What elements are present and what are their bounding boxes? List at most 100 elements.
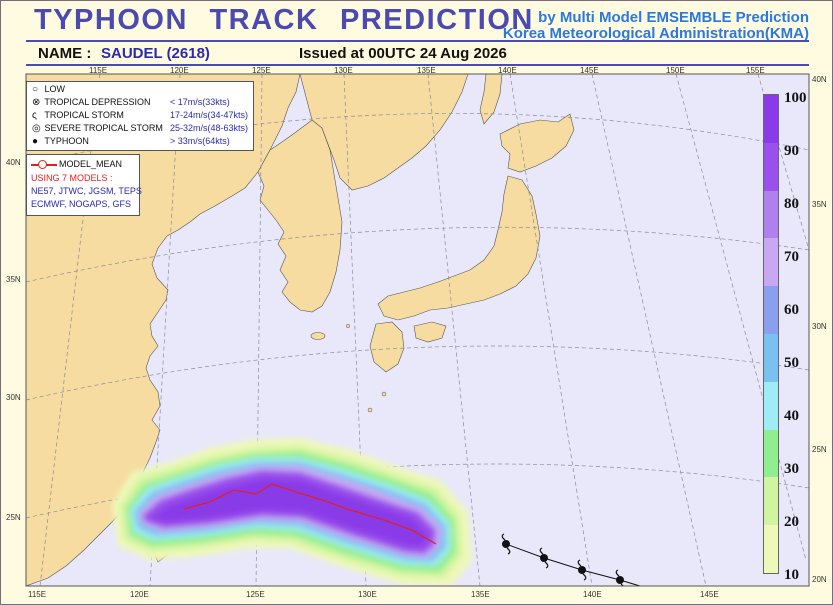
bottom-lon-labels: 115E 120E 125E 130E 135E 140E 145E	[28, 590, 719, 599]
colorbar-segment	[764, 95, 778, 143]
colorbar-segment	[764, 142, 778, 191]
low-icon: ○	[32, 84, 39, 95]
lat-label: 35N	[812, 200, 827, 209]
left-lat-labels: 40N 35N 30N 25N	[6, 158, 21, 522]
lon-label: 125E	[252, 66, 271, 75]
kyushu	[369, 321, 405, 373]
model-mean-track	[183, 483, 437, 545]
colorbar-label: 20	[784, 514, 799, 530]
intensity-legend: ○ LOW ⊗ TROPICAL DEPRESSION < 17m/s(33kt…	[26, 81, 254, 151]
small-island	[345, 323, 351, 329]
lon-label: 125E	[246, 590, 265, 599]
lat-label: 25N	[812, 445, 827, 454]
colorbar-label: 100	[784, 90, 807, 106]
lon-label: 140E	[498, 66, 517, 75]
lon-label: 140E	[583, 590, 602, 599]
legend-row-sts: ◎ SEVERE TROPICAL STORM 25-32m/s(48-63kt…	[32, 123, 248, 135]
models-list-2: ECMWF, NOGAPS, GFS	[31, 199, 132, 209]
ryukyu-island	[367, 407, 373, 413]
legend-value: 25-32m/s(48-63kts)	[170, 123, 249, 133]
legend-row-ty: ● TYPHOON > 33m/s(64kts)	[32, 136, 230, 148]
honshu	[377, 175, 541, 321]
lon-label: 145E	[700, 590, 719, 599]
colorbar-label: 30	[784, 461, 799, 477]
colorbar-label: 80	[784, 196, 799, 212]
russia-far-east	[299, 74, 469, 191]
lat-label: 40N	[812, 75, 827, 84]
colorbar-label: 60	[784, 302, 799, 318]
models-list-1: NE57, JTWC, JGSM, TEPS	[31, 186, 142, 196]
legend-value: 17-24m/s(34-47kts)	[170, 110, 249, 120]
model-mean-marker-icon	[38, 160, 47, 169]
colorbar-segment	[764, 286, 778, 334]
lat-label: 35N	[6, 275, 21, 284]
byline-agency: Korea Meteorological Administration(KMA)	[502, 25, 809, 42]
legend-name: TROPICAL DEPRESSION	[44, 97, 151, 107]
top-lon-labels: 115E 120E 125E 130E 135E 140E 145E 150E …	[89, 66, 765, 75]
byline: by Multi Model EMSEMBLE Prediction Korea…	[503, 10, 809, 42]
lon-label: 150E	[666, 66, 685, 75]
legend-row-td: ⊗ TROPICAL DEPRESSION < 17m/s(33kts)	[32, 97, 230, 109]
typhoon-symbol	[539, 547, 549, 569]
lat-label: 40N	[6, 158, 21, 167]
colorbar-segment	[764, 190, 778, 239]
colorbar-segment	[764, 238, 778, 287]
hokkaido	[499, 113, 575, 173]
lat-label: 30N	[6, 393, 21, 402]
model-mean-label: MODEL_MEAN	[59, 159, 123, 169]
legend-name: LOW	[44, 84, 66, 94]
legend-value: < 17m/s(33kts)	[170, 97, 230, 107]
legend-name: TROPICAL STORM	[44, 110, 124, 120]
map-border	[25, 73, 810, 587]
typhoon-symbol	[615, 569, 624, 586]
legend-name: TYPHOON	[44, 136, 89, 146]
colorbar-segment	[764, 477, 778, 526]
tropical-depression-icon: ⊗	[32, 97, 41, 108]
legend-row-low: ○ LOW	[32, 84, 65, 96]
jeju-island	[310, 332, 326, 340]
colorbar-label: 90	[784, 143, 799, 159]
lon-label: 135E	[417, 66, 436, 75]
lon-label: 115E	[28, 590, 46, 599]
ryukyu-island	[381, 391, 387, 397]
best-track-symbols	[501, 533, 641, 586]
models-count: USING 7 MODELS :	[31, 173, 113, 183]
lat-label: 30N	[812, 322, 827, 331]
lon-label: 115E	[89, 66, 107, 75]
models-legend: MODEL_MEAN USING 7 MODELS : NE57, JTWC, …	[26, 154, 142, 216]
typhoon-name: SAUDEL (2618)	[101, 45, 210, 62]
issued-time: Issued at 00UTC 24 Aug 2026	[299, 45, 507, 62]
lat-label: 25N	[6, 513, 21, 522]
typhoon-symbol	[501, 533, 511, 555]
lat-label: 20N	[812, 575, 827, 584]
colorbar-label: 50	[784, 355, 799, 371]
shikoku	[413, 321, 447, 343]
colorbar-segment	[764, 381, 778, 430]
sakhalin	[479, 74, 503, 125]
lon-label: 135E	[471, 590, 490, 599]
lon-label: 155E	[746, 66, 765, 75]
page-title: TYPHOON TRACK PREDICTION	[34, 4, 534, 36]
legend-row-ts: ς TROPICAL STORM 17-24m/s(34-47kts)	[32, 110, 248, 122]
colorbar-segment	[764, 429, 778, 478]
tropical-storm-icon: ς	[32, 110, 37, 121]
severe-tropical-storm-icon: ◎	[32, 123, 41, 134]
lon-label: 145E	[580, 66, 599, 75]
colorbar-label: 10	[784, 567, 799, 583]
lon-label: 130E	[334, 66, 353, 75]
probability-swath	[112, 438, 472, 586]
legend-name: SEVERE TROPICAL STORM	[44, 123, 163, 133]
header-rule-bottom	[26, 64, 809, 66]
lon-label: 120E	[130, 590, 149, 599]
lon-label: 130E	[358, 590, 377, 599]
header-rule	[26, 40, 809, 42]
right-lat-labels: 40N 35N 30N 25N 20N	[812, 75, 827, 584]
typhoon-symbol	[577, 559, 587, 581]
lon-label: 120E	[170, 66, 189, 75]
probability-colorbar	[763, 94, 779, 574]
colorbar-label: 40	[784, 408, 799, 424]
colorbar-label: 70	[784, 249, 799, 265]
name-label: NAME :	[38, 45, 92, 62]
colorbar-segment	[764, 334, 778, 382]
typhoon-icon: ●	[32, 136, 39, 147]
